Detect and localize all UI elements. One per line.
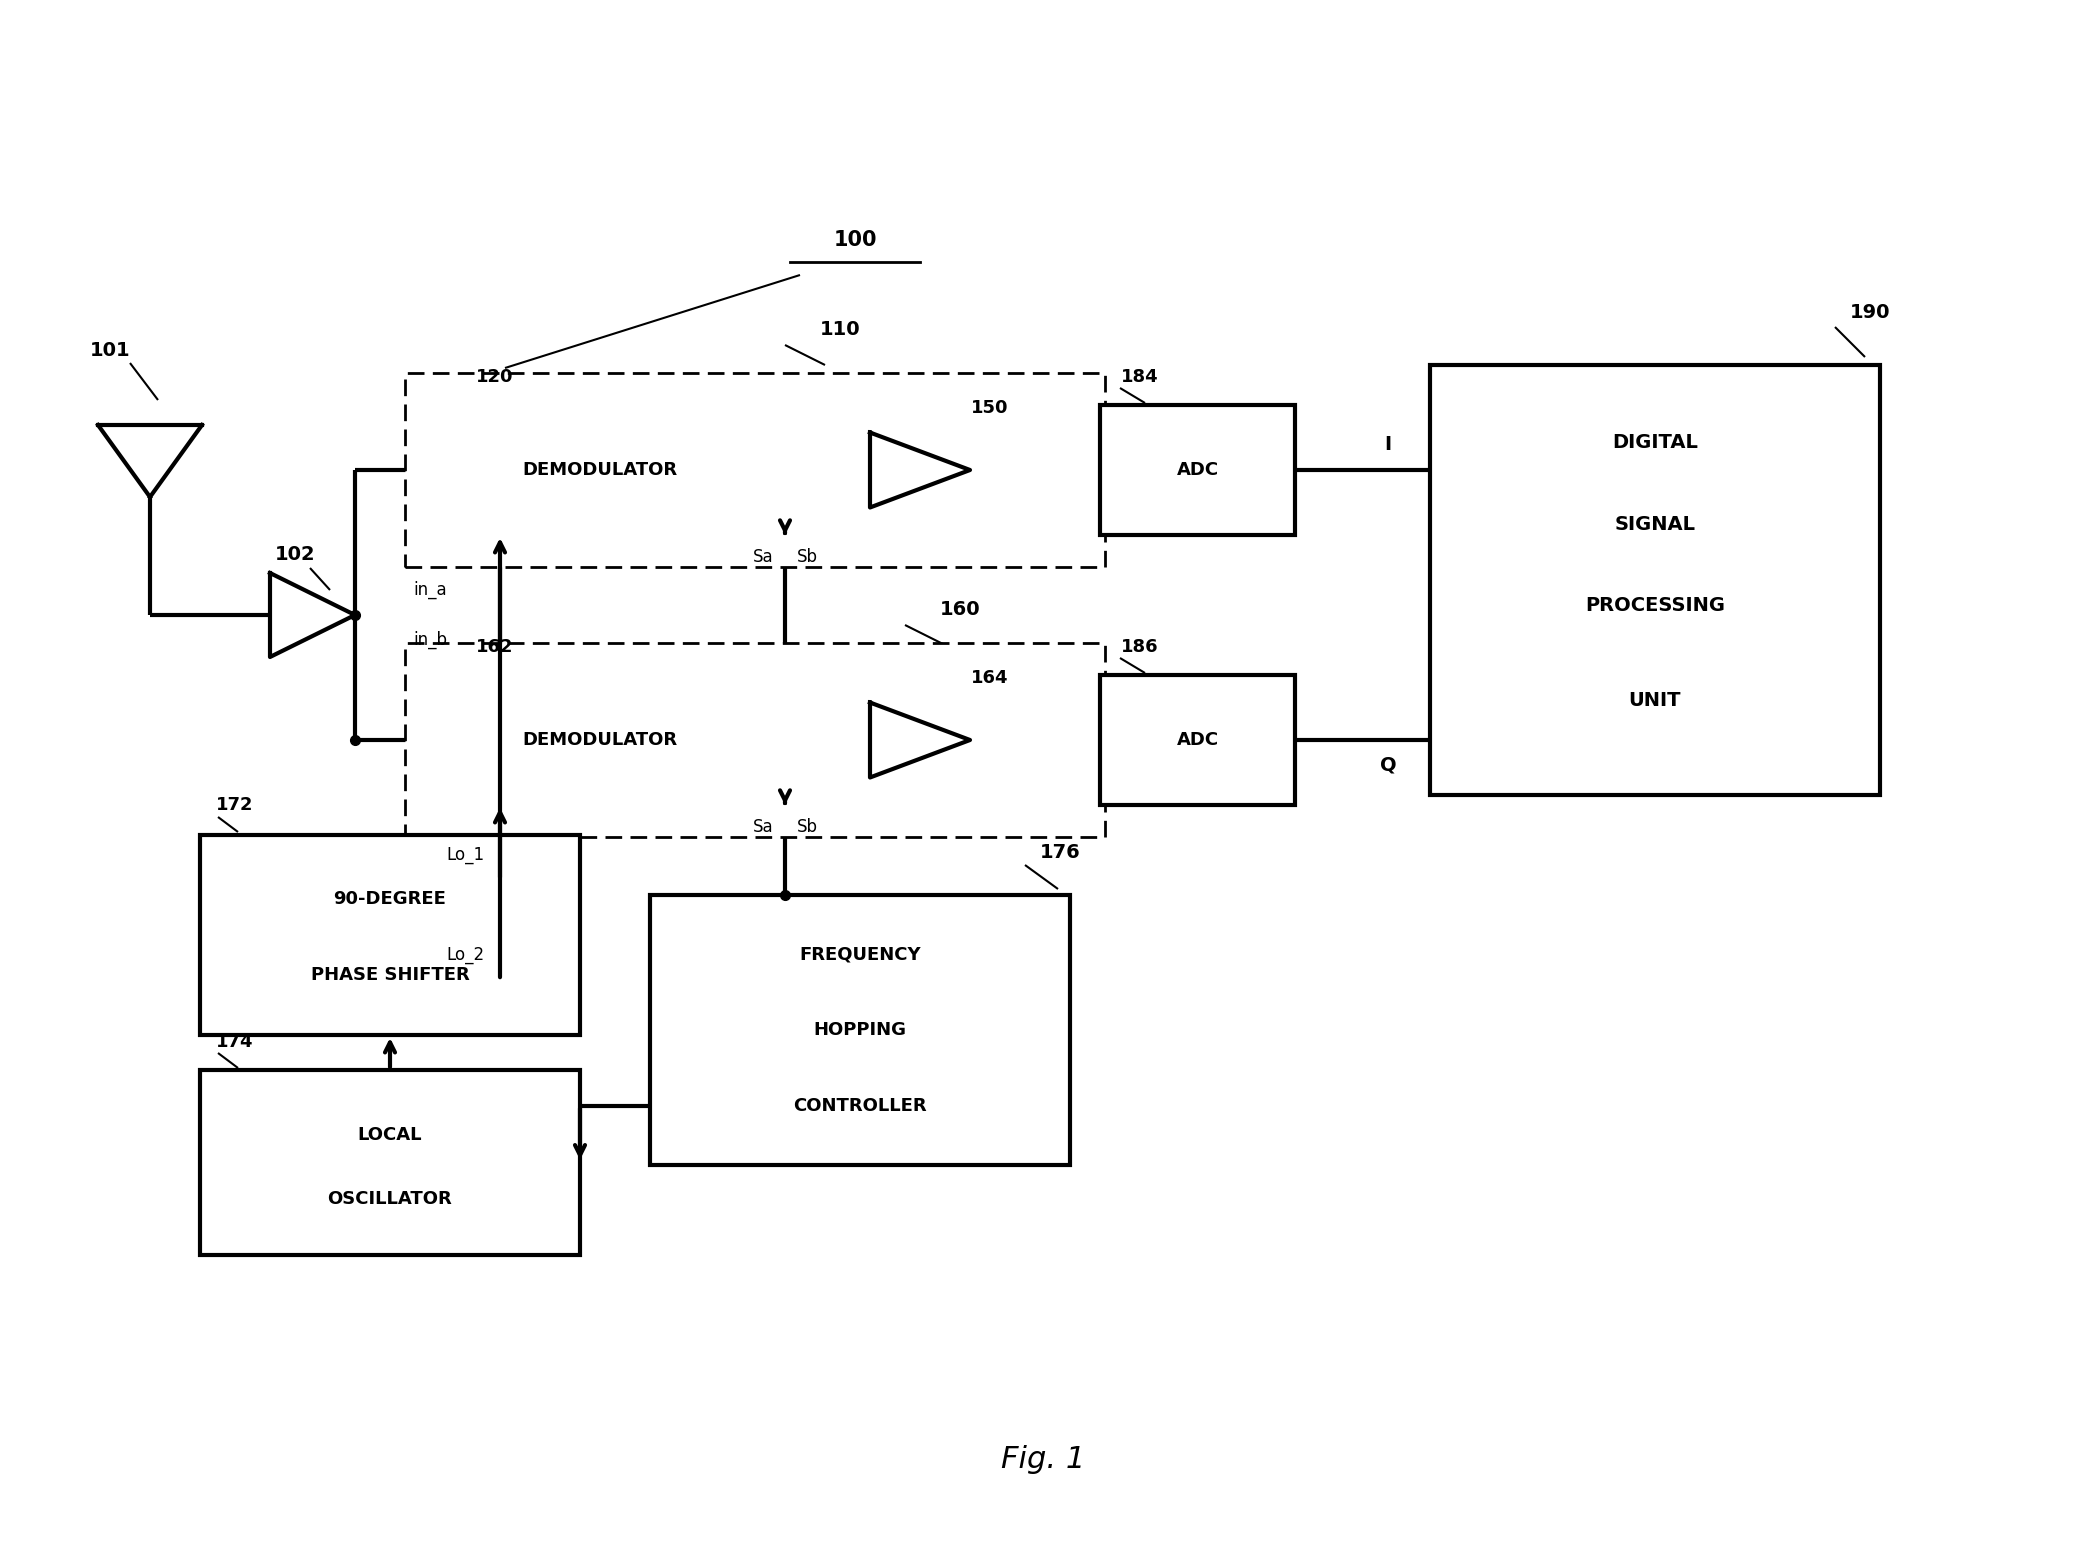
Text: PROCESSING: PROCESSING bbox=[1584, 596, 1726, 615]
Text: in_b: in_b bbox=[413, 630, 447, 649]
Text: Lo_1: Lo_1 bbox=[447, 847, 484, 864]
Text: Q: Q bbox=[1380, 756, 1396, 774]
Text: CONTROLLER: CONTROLLER bbox=[793, 1097, 927, 1114]
Text: SIGNAL: SIGNAL bbox=[1615, 514, 1695, 533]
Bar bbox=[200, 834, 580, 1035]
Text: 184: 184 bbox=[1121, 368, 1158, 386]
Text: 102: 102 bbox=[275, 545, 315, 564]
Text: PHASE SHIFTER: PHASE SHIFTER bbox=[311, 966, 470, 984]
Text: Lo_2: Lo_2 bbox=[447, 946, 484, 964]
Text: ADC: ADC bbox=[1177, 460, 1219, 479]
Text: Sb: Sb bbox=[797, 548, 818, 565]
Text: 150: 150 bbox=[970, 399, 1008, 417]
Text: 110: 110 bbox=[820, 320, 860, 340]
Text: DIGITAL: DIGITAL bbox=[1611, 433, 1699, 451]
Bar bbox=[434, 675, 766, 805]
Text: 164: 164 bbox=[970, 669, 1008, 688]
Text: FREQUENCY: FREQUENCY bbox=[799, 946, 920, 964]
Bar bbox=[1100, 675, 1296, 805]
Bar bbox=[405, 372, 1104, 567]
Bar bbox=[649, 895, 1071, 1165]
Text: 162: 162 bbox=[476, 638, 513, 657]
Text: DEMODULATOR: DEMODULATOR bbox=[522, 731, 678, 749]
Bar bbox=[1100, 405, 1296, 535]
Text: HOPPING: HOPPING bbox=[814, 1021, 906, 1038]
Text: 174: 174 bbox=[217, 1034, 255, 1051]
Text: Fig. 1: Fig. 1 bbox=[1002, 1446, 1085, 1474]
Bar bbox=[434, 405, 766, 535]
Text: 160: 160 bbox=[939, 601, 981, 620]
Bar bbox=[1430, 365, 1880, 796]
Text: OSCILLATOR: OSCILLATOR bbox=[328, 1191, 453, 1208]
Text: Sb: Sb bbox=[797, 817, 818, 836]
Text: 120: 120 bbox=[476, 368, 513, 386]
Text: 186: 186 bbox=[1121, 638, 1158, 657]
Text: UNIT: UNIT bbox=[1628, 691, 1682, 709]
Text: Sa: Sa bbox=[753, 548, 774, 565]
Text: 101: 101 bbox=[90, 340, 129, 360]
Bar bbox=[200, 1071, 580, 1255]
Text: LOCAL: LOCAL bbox=[357, 1126, 422, 1143]
Text: Sa: Sa bbox=[753, 817, 774, 836]
Text: 90-DEGREE: 90-DEGREE bbox=[334, 890, 447, 908]
Bar bbox=[405, 643, 1104, 837]
Text: 176: 176 bbox=[1039, 844, 1081, 862]
Text: DEMODULATOR: DEMODULATOR bbox=[522, 460, 678, 479]
Text: I: I bbox=[1384, 436, 1392, 454]
Text: in_a: in_a bbox=[413, 581, 447, 599]
Text: 100: 100 bbox=[833, 230, 877, 250]
Text: 190: 190 bbox=[1849, 303, 1891, 323]
Text: 172: 172 bbox=[217, 796, 255, 814]
Text: ADC: ADC bbox=[1177, 731, 1219, 749]
